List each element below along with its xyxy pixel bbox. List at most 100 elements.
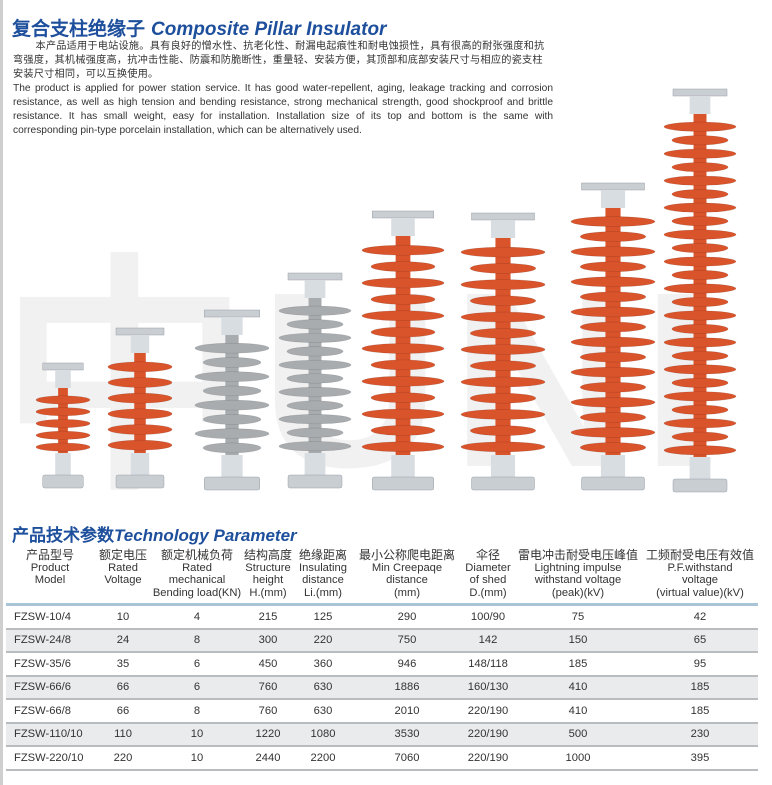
table-cell: 66 (94, 675, 152, 700)
shed (202, 414, 262, 425)
column-header: 伞径 Diameter of shed D.(mm) (462, 546, 514, 606)
table-cell: 3530 (352, 722, 462, 747)
shed (579, 231, 647, 242)
title-en: Composite Pillar Insulator (151, 19, 387, 40)
description-en: The product is applied for power station… (13, 83, 553, 136)
bottom-fitting (689, 457, 711, 479)
bottom-fitting (490, 455, 516, 477)
shed (286, 373, 344, 384)
shed (361, 277, 445, 289)
column-header-cn: 产品型号 (25, 548, 74, 562)
table-cell: 300 (242, 628, 294, 653)
shed (107, 392, 173, 404)
table-cell: FZSW-24/8 (6, 628, 94, 653)
shed (579, 261, 647, 273)
table-cell: 8 (152, 699, 242, 724)
shed (460, 279, 546, 290)
title-cn: 复合支柱绝缘子 (12, 19, 146, 40)
table-cell: FZSW-66/8 (6, 699, 94, 724)
bottom-fitting (600, 455, 626, 477)
table-cell: 65 (642, 628, 758, 653)
shed (194, 399, 270, 411)
table-cell: 185 (642, 675, 758, 700)
shed (579, 351, 647, 363)
shed (570, 427, 656, 438)
column-header-cn: 雷电冲击耐受电压峰值 (517, 548, 638, 562)
table-cell: 66 (94, 699, 152, 724)
shed (370, 261, 436, 272)
shed (278, 359, 352, 370)
shed (202, 385, 262, 397)
table-cell: 125 (294, 604, 352, 630)
shed (671, 350, 729, 361)
bottom-flange (581, 476, 645, 491)
shed (107, 361, 173, 373)
table-cell: 500 (514, 722, 642, 747)
bottom-flange (42, 474, 84, 489)
bottom-fitting (55, 453, 71, 475)
table-cell: 1886 (352, 675, 462, 700)
shed (370, 294, 436, 305)
shed (460, 376, 546, 388)
bottom-flange (204, 476, 260, 491)
top-flange (287, 272, 343, 281)
section-title: 产品技术参数Technology Parameter (12, 521, 297, 546)
left-border (0, 0, 3, 785)
table-row: FZSW-220/10 220 10 2440 2200 7060 220/190 1000 3… (6, 746, 758, 771)
shed (671, 270, 729, 281)
shed (570, 366, 656, 378)
shed (107, 408, 173, 420)
shed (663, 310, 737, 321)
column-header: 最小公称爬电距离 Min Creepaqe distance (mm) (352, 546, 462, 606)
shed (278, 332, 352, 343)
shed (671, 135, 729, 146)
shed (278, 305, 352, 316)
insulator-6 (460, 212, 546, 491)
page-title: 复合支柱绝缘子 Composite Pillar Insulator (12, 14, 386, 41)
top-fitting (600, 190, 626, 208)
table-row: FZSW-110/10 110 10 1220 1080 3530 220/190 500 23… (6, 722, 758, 747)
shed (107, 377, 173, 388)
top-fitting (304, 280, 326, 298)
column-header-en: Diameter of shed D.(mm) (465, 561, 511, 599)
table-row: FZSW-10/4 10 4 215 125 290 100/90 75 42 (6, 604, 758, 630)
shed (663, 229, 737, 240)
table-cell: 1080 (294, 722, 352, 747)
top-flange (42, 362, 84, 371)
shed (570, 396, 656, 408)
shed (361, 310, 445, 322)
table-cell: 946 (352, 652, 462, 677)
shed (671, 377, 729, 388)
table-cell: 2440 (242, 746, 294, 771)
table-row: FZSW-35/6 35 6 450 360 946 148/118 185 95 (6, 652, 758, 677)
table-cell: 450 (242, 652, 294, 677)
table-cell: 95 (642, 652, 758, 677)
top-flange (204, 309, 260, 318)
bottom-fitting (221, 455, 243, 477)
shed (671, 216, 729, 227)
shed (671, 162, 729, 173)
shed (663, 418, 737, 429)
shed (370, 326, 436, 338)
bottom-flange (672, 478, 728, 493)
shed (361, 441, 445, 453)
shed (663, 256, 737, 267)
bottom-flange (471, 476, 535, 491)
insulator-1 (35, 362, 91, 489)
shed (570, 306, 656, 318)
description-cn: 本产品适用于电站设施。具有良好的憎水性、抗老化性、耐漏电起痕性和耐电蚀损性，具有… (13, 41, 545, 80)
shed (361, 244, 445, 256)
column-header-en: Min Creepaqe distance (mm) (371, 561, 443, 599)
shed (370, 359, 436, 371)
table-cell: 100/90 (462, 604, 514, 630)
column-header-cn: 最小公称爬电距离 (358, 548, 455, 562)
shed (663, 202, 737, 213)
top-flange (672, 88, 728, 97)
shed (469, 392, 537, 404)
table-cell: 290 (352, 604, 462, 630)
shed (370, 425, 436, 436)
shed (35, 419, 91, 428)
column-header-cn: 额定机械负荷 (160, 548, 233, 562)
insulator-2 (107, 327, 173, 489)
shed (671, 323, 729, 334)
